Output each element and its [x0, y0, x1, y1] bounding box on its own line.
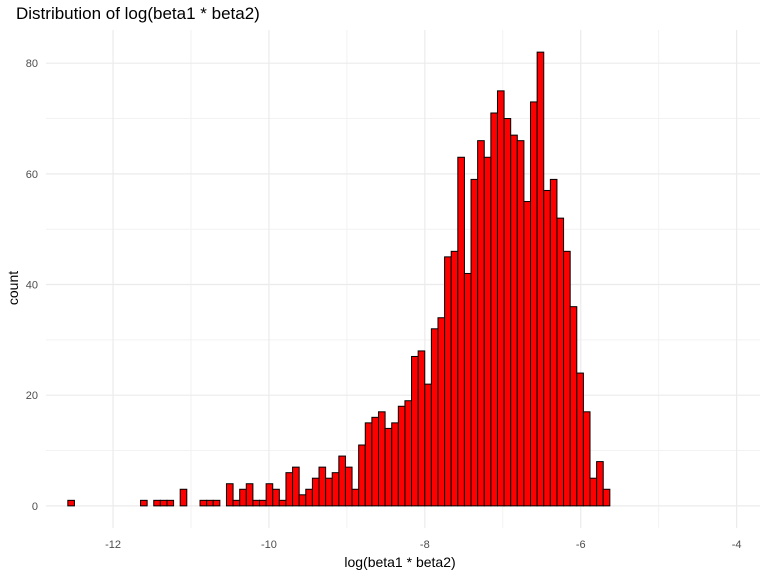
- histogram-bar: [159, 499, 168, 507]
- histogram-bar: [364, 422, 373, 507]
- histogram-bar: [496, 90, 505, 507]
- y-tick-label: 40: [26, 280, 38, 292]
- histogram-bar: [344, 466, 353, 507]
- x-axis-title: log(beta1 * beta2): [344, 554, 455, 570]
- histogram-bar: [377, 411, 386, 507]
- histogram-bar: [510, 134, 518, 507]
- histogram-bar: [311, 477, 320, 507]
- histogram-bar: [397, 405, 406, 507]
- histogram-bar: [470, 178, 479, 507]
- histogram-bar: [305, 488, 313, 507]
- histogram-bar: [549, 178, 558, 507]
- histogram-bar: [391, 422, 399, 507]
- histogram-bar: [543, 189, 551, 507]
- histogram-bar: [411, 355, 419, 507]
- histogram-bar: [463, 272, 472, 507]
- histogram-bar: [245, 483, 254, 507]
- x-tick-label: -6: [576, 539, 586, 551]
- histogram-bar: [424, 383, 432, 507]
- histogram-bar: [556, 217, 565, 507]
- histogram-bar: [516, 140, 525, 507]
- y-tick-label: 0: [32, 501, 38, 513]
- histogram-bar: [437, 317, 446, 507]
- histogram-bar: [252, 499, 261, 507]
- y-tick-label: 80: [26, 58, 38, 70]
- y-axis-ticks: 0 20 40 60 80: [26, 58, 38, 513]
- histogram-bar: [265, 483, 274, 507]
- histogram-bar: [199, 499, 208, 507]
- histogram-bar: [278, 499, 287, 507]
- histogram-bar: [477, 140, 485, 507]
- histogram-bar: [298, 494, 307, 507]
- histogram-bar: [206, 499, 214, 507]
- histogram-bar: [212, 499, 221, 507]
- histogram-bar: [444, 256, 452, 507]
- histogram-bar: [602, 488, 611, 507]
- histogram-bar: [523, 201, 532, 507]
- histogram-bar: [153, 499, 161, 507]
- histogram-bar: [325, 477, 333, 507]
- histogram-bar: [582, 411, 591, 507]
- histogram-bar: [166, 499, 175, 507]
- histogram-bar: [569, 306, 578, 507]
- histogram-bar: [404, 400, 413, 507]
- histogram-bar: [285, 472, 294, 507]
- y-tick-label: 20: [26, 390, 38, 402]
- histogram-bar: [259, 499, 267, 507]
- histogram-bar: [503, 118, 512, 507]
- histogram-bar: [292, 466, 300, 507]
- histogram-bar: [457, 156, 465, 507]
- chart-title: Distribution of log(beta1 * beta2): [16, 4, 260, 23]
- histogram-bar: [450, 250, 459, 507]
- y-axis-title: count: [5, 271, 21, 305]
- histogram-bar: [67, 499, 75, 507]
- bars: [67, 51, 611, 507]
- x-tick-label: -10: [261, 539, 277, 551]
- x-axis-ticks: -12 -10 -8 -6 -4: [105, 539, 741, 551]
- histogram-bar: [430, 328, 439, 507]
- histogram-bar: [536, 51, 545, 507]
- histogram-bar: [351, 488, 360, 507]
- x-tick-label: -4: [732, 539, 742, 551]
- histogram-bar: [232, 499, 241, 507]
- histogram-bar: [490, 112, 498, 507]
- x-tick-label: -8: [420, 539, 430, 551]
- histogram-bar: [596, 461, 604, 507]
- histogram-bar: [179, 488, 188, 507]
- histogram-bar: [371, 416, 379, 507]
- histogram-bar: [358, 444, 366, 507]
- histogram-bar: [589, 477, 598, 507]
- histogram-bar: [576, 372, 584, 507]
- histogram-bar: [225, 483, 234, 507]
- histogram-bar: [563, 250, 571, 507]
- histogram-bar: [483, 156, 492, 507]
- histogram-bar: [384, 427, 393, 507]
- x-tick-label: -12: [105, 539, 121, 551]
- y-tick-label: 60: [26, 169, 38, 181]
- histogram-bar: [239, 488, 247, 507]
- histogram-bar: [338, 455, 346, 507]
- histogram-bar: [417, 350, 426, 507]
- histogram-bar: [272, 488, 280, 507]
- histogram-bar: [331, 472, 340, 507]
- histogram-bar: [140, 499, 148, 507]
- histogram-bar: [318, 466, 327, 507]
- histogram-bar: [530, 101, 538, 507]
